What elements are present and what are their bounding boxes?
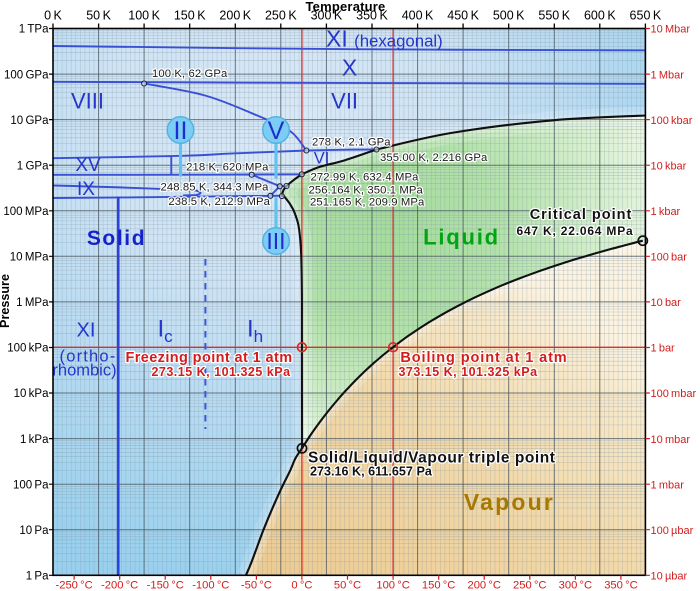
svg-text:1 bar: 1 bar [651,343,676,355]
svg-text:0 °C: 0 °C [291,580,312,591]
svg-text:248.85 K, 344.3 MPa: 248.85 K, 344.3 MPa [160,181,269,193]
svg-text:650 K: 650 K [630,9,662,23]
svg-text:Temperature: Temperature [306,0,386,14]
svg-text:10 Mbar: 10 Mbar [651,24,691,36]
svg-text:10 GPa: 10 GPa [10,115,49,127]
svg-text:1 GPa: 1 GPa [17,160,49,172]
svg-text:Vapour: Vapour [464,489,555,515]
svg-text:300 K: 300 K [311,9,343,23]
svg-text:350 K: 350 K [356,9,388,23]
svg-text:355.00 K, 2.216 GPa: 355.00 K, 2.216 GPa [380,152,488,164]
svg-text:100 µbar: 100 µbar [651,525,694,537]
svg-text:350 °C: 350 °C [604,580,637,591]
svg-text:218 K, 620 MPa: 218 K, 620 MPa [186,162,269,174]
svg-text:200 °C: 200 °C [467,580,500,591]
svg-text:10 µbar: 10 µbar [651,571,688,583]
svg-text:II: II [174,117,188,145]
svg-text:100 K: 100 K [128,9,160,23]
svg-text:Solid: Solid [87,227,146,250]
svg-text:300 °C: 300 °C [559,580,592,591]
svg-text:rhombic): rhombic) [52,362,116,380]
svg-text:600 K: 600 K [584,9,616,23]
svg-text:273.15 K, 101.325 kPa: 273.15 K, 101.325 kPa [151,365,291,379]
svg-text:273.16 K, 611.657 Pa: 273.16 K, 611.657 Pa [310,465,433,479]
svg-text:VIII: VIII [71,89,104,114]
svg-text:Critical point: Critical point [530,207,633,223]
svg-text:10 kPa: 10 kPa [14,388,50,400]
svg-text:1 kbar: 1 kbar [651,206,681,218]
svg-text:IX: IX [77,179,95,200]
svg-text:-250 °C: -250 °C [56,580,93,591]
svg-text:-150 °C: -150 °C [147,580,184,591]
svg-text:0 K: 0 K [44,9,62,23]
svg-text:250 K: 250 K [265,9,297,23]
svg-text:1 TPa: 1 TPa [19,24,49,36]
svg-text:100 MPa: 100 MPa [3,206,49,218]
svg-text:200 K: 200 K [219,9,251,23]
svg-text:50 °C: 50 °C [334,580,361,591]
svg-text:400 K: 400 K [402,9,434,23]
svg-text:1 Mbar: 1 Mbar [651,69,685,81]
svg-text:100 GPa: 100 GPa [4,69,49,81]
svg-text:256.164 K, 350.1 MPa: 256.164 K, 350.1 MPa [309,184,424,196]
svg-text:100 Pa: 100 Pa [13,479,49,491]
svg-text:150 K: 150 K [174,9,206,23]
svg-text:100 °C: 100 °C [376,580,409,591]
svg-text:III: III [266,228,285,254]
svg-text:100 mbar: 100 mbar [651,388,697,400]
svg-text:100 kPa: 100 kPa [7,343,49,355]
svg-text:VII: VII [331,89,358,114]
svg-text:Solid/Liquid/Vapour triple poi: Solid/Liquid/Vapour triple point [308,450,556,467]
svg-text:373.15 K, 101.325 kPa: 373.15 K, 101.325 kPa [398,365,538,379]
svg-text:238.5 K, 212.9 MPa: 238.5 K, 212.9 MPa [168,196,270,208]
svg-text:450 K: 450 K [447,9,479,23]
svg-text:-200 °C: -200 °C [101,580,138,591]
svg-text:251.165 K, 209.9 MPa: 251.165 K, 209.9 MPa [310,197,425,209]
svg-text:278 K, 2.1 GPa: 278 K, 2.1 GPa [312,137,391,149]
svg-text:10 mbar: 10 mbar [651,434,691,446]
svg-text:150 °C: 150 °C [422,580,455,591]
svg-text:10 kbar: 10 kbar [651,160,687,172]
svg-text:(ortho-: (ortho- [60,348,117,366]
svg-text:100 bar: 100 bar [651,252,688,264]
svg-text:1 kPa: 1 kPa [20,434,49,446]
svg-text:647 K, 22.064 MPa: 647 K, 22.064 MPa [516,224,633,238]
svg-text:-50 °C: -50 °C [241,580,272,591]
svg-text:10 Pa: 10 Pa [19,525,49,537]
svg-text:100 kbar: 100 kbar [651,115,693,127]
svg-text:XV: XV [75,155,101,176]
svg-text:10 bar: 10 bar [651,297,682,309]
svg-text:500 K: 500 K [493,9,525,23]
svg-text:X: X [342,55,357,81]
svg-text:V: V [268,117,285,145]
svg-text:50 K: 50 K [86,9,111,23]
svg-text:-100 °C: -100 °C [192,580,229,591]
svg-text:1 MPa: 1 MPa [16,297,49,309]
svg-text:550 K: 550 K [538,9,570,23]
svg-text:Boiling point at 1 atm: Boiling point at 1 atm [400,350,567,366]
svg-text:10 MPa: 10 MPa [10,252,49,264]
svg-text:Liquid: Liquid [423,225,500,250]
svg-text:Freezing point at 1 atm: Freezing point at 1 atm [125,350,292,366]
svg-text:250 °C: 250 °C [513,580,546,591]
svg-text:272.99 K, 632.4 MPa: 272.99 K, 632.4 MPa [311,171,420,183]
svg-text:XI: XI [77,320,96,342]
svg-text:VI: VI [314,150,330,168]
svg-text:1 Pa: 1 Pa [26,571,49,583]
svg-text:100 K, 62 GPa: 100 K, 62 GPa [152,68,228,80]
svg-text:1 mbar: 1 mbar [651,479,685,491]
svg-text:Pressure: Pressure [0,274,12,328]
